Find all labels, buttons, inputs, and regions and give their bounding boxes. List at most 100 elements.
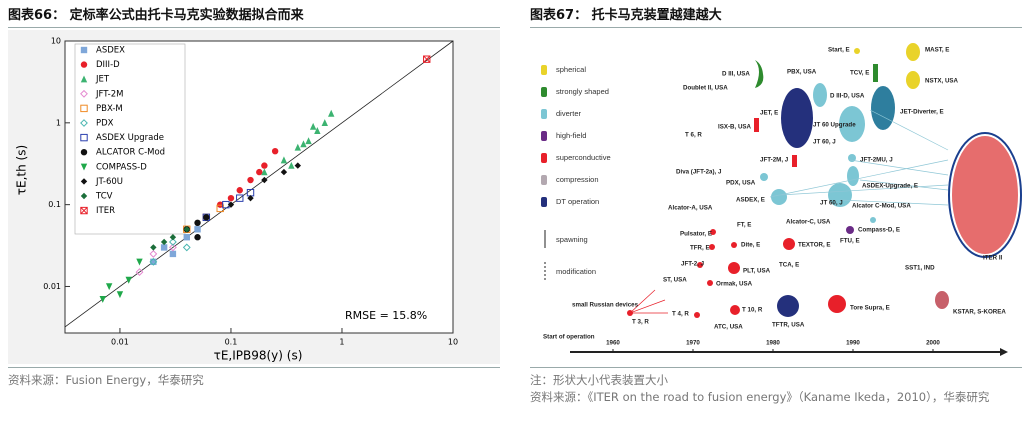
device-label: Pulsator, E — [680, 231, 712, 238]
point — [99, 295, 106, 303]
legend-marker — [80, 192, 88, 200]
device-label: ASDEX, E — [736, 197, 765, 204]
point — [328, 109, 335, 117]
legend-marker — [80, 75, 88, 83]
device-label: Diva (JFT-2a), J — [676, 169, 722, 176]
legend-label: compression — [556, 175, 599, 184]
legend-label: diverter — [556, 109, 582, 118]
legend-marker — [80, 46, 88, 54]
device-label: ASDEX-Upgrade, E — [862, 183, 918, 190]
y-tick-label: 1 — [56, 118, 61, 127]
device-label: SST1, IND — [905, 265, 935, 272]
legend-box — [74, 43, 186, 235]
device-label: JT 60, J — [813, 139, 836, 146]
legend-marker — [80, 61, 88, 68]
device-label: TEXTOR, E — [798, 242, 831, 249]
legend-label: ITER — [96, 206, 115, 216]
point — [247, 176, 254, 184]
device-label: JT 60 Upgrade — [813, 122, 856, 129]
point — [194, 234, 201, 241]
point — [183, 226, 190, 233]
point — [169, 243, 177, 252]
legend-label: modification — [556, 267, 596, 276]
device-label: ITER II — [983, 255, 1003, 262]
device-label: FT, E — [737, 222, 751, 229]
point — [261, 168, 268, 176]
legend-marker — [80, 206, 88, 215]
legend-label: JFT-2M — [95, 89, 123, 99]
y-axis-label: τE,th (s) — [15, 145, 29, 195]
year-label: 2000 — [926, 340, 940, 347]
rule — [8, 367, 500, 368]
device-label: ST, USA — [663, 277, 687, 284]
point — [271, 147, 279, 155]
device-label: JFT-2M, J — [760, 157, 789, 164]
legend-marker — [80, 89, 88, 98]
point — [309, 122, 317, 130]
source: 资料来源：《ITER on the road to fusion energy》… — [530, 390, 990, 404]
year-label: 1960 — [606, 340, 620, 347]
point — [125, 276, 132, 284]
device-label: T 10, R — [742, 307, 763, 314]
point — [149, 257, 158, 266]
device-label: D III, USA — [722, 71, 750, 78]
point — [169, 238, 177, 246]
legend-swatch — [541, 197, 547, 207]
point — [203, 214, 210, 221]
point — [294, 143, 301, 151]
device-label: ISX-B, USA — [718, 124, 752, 131]
legend-label: PDX — [96, 119, 114, 129]
point — [236, 194, 244, 202]
device-label: T 4, R — [672, 311, 689, 318]
legend-swatch — [541, 153, 547, 163]
legend-swatch — [541, 175, 547, 185]
year-label: 1970 — [686, 340, 700, 347]
device-label: T 6, R — [685, 132, 702, 139]
device-label: ATC, USA — [714, 324, 743, 331]
point — [256, 168, 263, 176]
device-label: TCA, E — [779, 262, 799, 269]
legend-swatch — [541, 65, 547, 75]
point — [261, 176, 268, 184]
legend-marker — [80, 104, 88, 113]
legend-swatch — [541, 87, 547, 97]
device-label: Doublet II, USA — [683, 85, 728, 92]
point — [116, 291, 124, 299]
annotation: RMSE = 15.8% — [345, 309, 427, 322]
point — [314, 127, 321, 134]
rule — [530, 27, 1022, 28]
point — [305, 137, 312, 145]
legend-label: PBX-M — [96, 104, 123, 114]
annotation-box — [332, 306, 447, 326]
caption: 图表67： 托卡马克装置越建越大 — [530, 8, 722, 23]
point — [227, 201, 235, 208]
x-tick-label: 10 — [448, 338, 458, 347]
legend-label: JET — [95, 75, 110, 85]
device-label: JT 60, J — [820, 200, 843, 207]
device-label: MAST, E — [925, 47, 949, 54]
point — [423, 55, 431, 63]
device-label: Alcator C-Mod, USA — [852, 203, 911, 210]
device-label: JET, E — [760, 110, 778, 117]
legend-label: COMPASS-D — [96, 162, 147, 172]
x-axis-label: τE,IPB98(y) (s) — [214, 349, 303, 363]
legend-marker — [80, 119, 88, 127]
legend-marker — [80, 149, 88, 156]
year-label: 1980 — [766, 340, 780, 347]
legend-marker — [80, 178, 88, 185]
legend-swatch — [541, 131, 547, 141]
legend-label: ASDEX — [96, 46, 125, 56]
point — [236, 187, 243, 194]
device-label: TFTR, USA — [772, 322, 805, 329]
device-label: T 3, R — [632, 319, 649, 326]
legend-marker — [80, 163, 88, 171]
legend-label: JT-60U — [95, 177, 123, 187]
device-label: PBX, USA — [787, 69, 817, 76]
rule — [530, 367, 1022, 368]
legend-label: DIII-D — [96, 60, 120, 70]
y-tick-label: 0.1 — [48, 200, 61, 209]
device-label: FTU, E — [840, 238, 860, 245]
point — [150, 258, 157, 266]
legend-label: TCV — [95, 192, 113, 202]
